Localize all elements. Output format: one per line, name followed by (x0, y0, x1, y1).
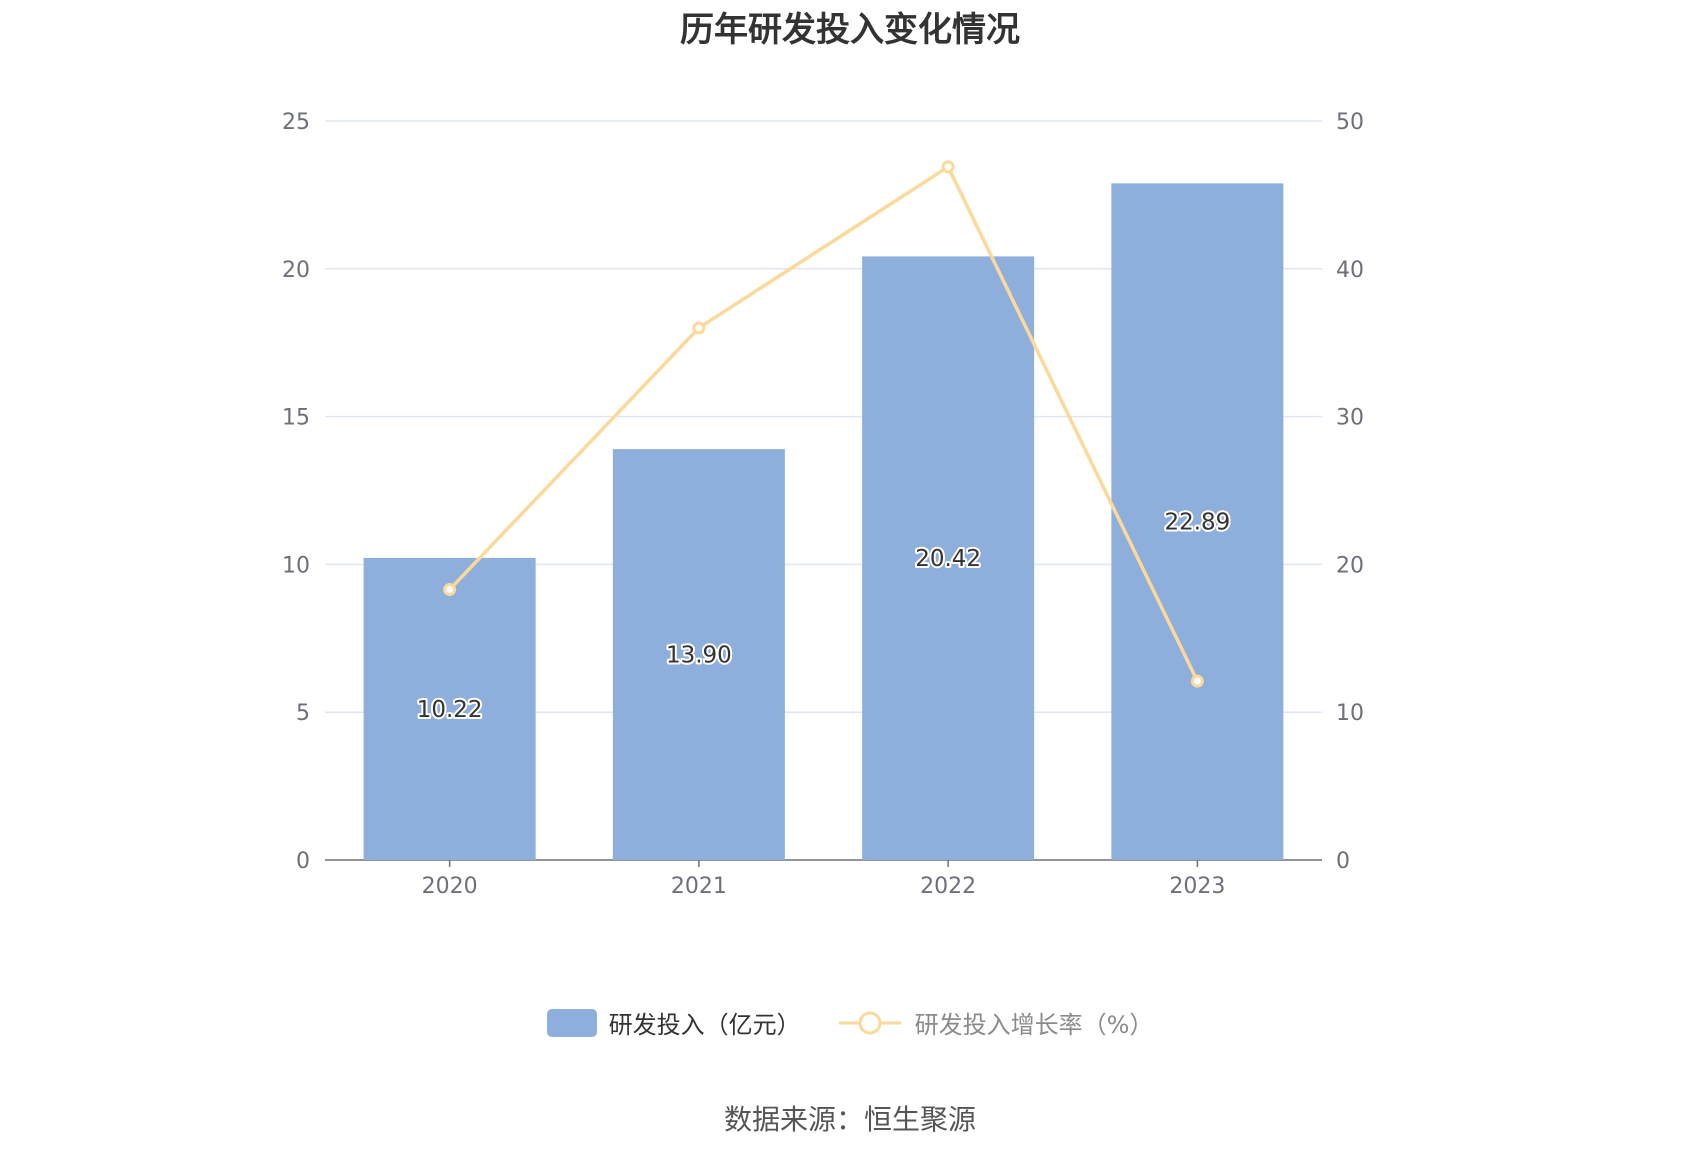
bar (862, 256, 1035, 861)
y-left-tick-label: 25 (282, 110, 310, 135)
bar (363, 557, 536, 860)
y-left-tick-label: 10 (282, 553, 310, 578)
legend-label-line: 研发投入增长率（%） (914, 1011, 1154, 1039)
growth-rate-line (448, 165, 1199, 682)
bar-value-label: 10.22 (417, 697, 483, 723)
legend-bar-swatch (546, 1008, 597, 1037)
y-right-tick-label: 40 (1336, 258, 1364, 283)
x-tick-label: 2022 (920, 874, 976, 899)
y-right-tick-label: 50 (1336, 110, 1364, 135)
y-left-tick-label: 15 (282, 406, 310, 431)
y-right-tick-label: 20 (1336, 553, 1364, 578)
bar (1111, 183, 1284, 861)
y-left-tick-label: 5 (296, 701, 310, 726)
legend: 研发投入（亿元） 研发投入增长率（%） (0, 1005, 1700, 1040)
y-right-tick-label: 30 (1336, 406, 1364, 431)
bar-value-label: 20.42 (915, 546, 981, 572)
bar (612, 449, 785, 860)
legend-item-line[interactable]: 研发投入增长率（%） (837, 1005, 1154, 1040)
y-right-tick-label: 10 (1336, 701, 1364, 726)
chart-title: 历年研发投入变化情况 (680, 10, 1020, 50)
growth-rate-point (443, 583, 457, 597)
bar-value-label: 13.90 (666, 643, 732, 669)
y-left-tick-label: 20 (282, 258, 310, 283)
x-tick-label: 2021 (671, 874, 727, 899)
x-tick-label: 2020 (422, 874, 478, 899)
legend-label-bar: 研发投入（亿元） (608, 1011, 801, 1039)
growth-rate-point (941, 160, 955, 174)
legend-item-bar[interactable]: 研发投入（亿元） (546, 1005, 801, 1040)
y-right-tick-label: 0 (1336, 849, 1350, 874)
growth-rate-point (692, 321, 706, 335)
data-labels: 10.22 13.90 20.42 22.89 (415, 508, 1233, 725)
data-source: 数据来源：恒生聚源 (723, 1103, 976, 1136)
bar-value-label: 22.89 (1164, 510, 1230, 536)
x-tick-label: 2023 (1169, 874, 1225, 899)
growth-rate-point (1190, 674, 1204, 688)
bar-series (363, 183, 1284, 861)
line-series (443, 160, 1204, 688)
legend-line-swatch (838, 1011, 901, 1034)
y-left-tick-label: 0 (296, 849, 310, 874)
